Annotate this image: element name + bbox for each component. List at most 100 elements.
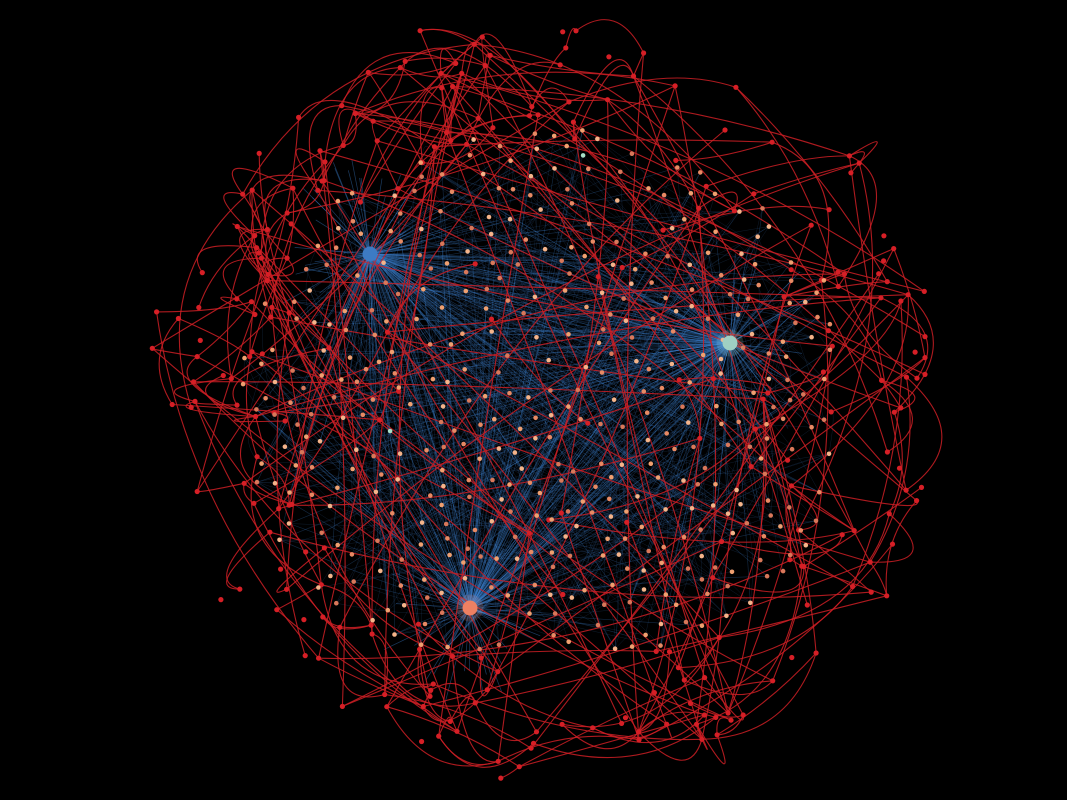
inner-node <box>492 416 497 422</box>
fan-edge <box>469 322 796 609</box>
inner-node <box>428 493 433 498</box>
outer-node <box>447 718 453 725</box>
inner-node <box>712 191 718 197</box>
mesh-edge <box>391 252 709 353</box>
inner-node <box>517 426 523 432</box>
mesh-edge <box>490 233 717 407</box>
ring-edge <box>530 273 880 749</box>
fan-edge <box>444 607 471 703</box>
outer-node <box>528 745 534 751</box>
fan-edge <box>469 554 476 609</box>
fan-edge <box>369 253 677 605</box>
outer-node <box>428 687 434 693</box>
mesh-edge <box>446 344 466 579</box>
ring-edge <box>387 294 909 333</box>
outer-node <box>249 187 255 193</box>
mesh-edge <box>264 303 583 502</box>
outer-node <box>302 653 308 659</box>
ring-edge <box>185 400 256 418</box>
inner-node <box>334 600 339 606</box>
mesh-edge <box>466 271 511 420</box>
outer-node <box>788 483 795 489</box>
mesh-edge <box>377 406 683 542</box>
outer-node <box>841 271 848 277</box>
outer-node <box>828 409 834 415</box>
inner-node <box>724 613 729 619</box>
fan-edge <box>469 231 716 609</box>
fan-edge <box>369 133 536 255</box>
fan-edge <box>446 263 471 609</box>
ring-edge <box>397 188 901 409</box>
ring-edge <box>251 189 720 638</box>
fan-edge <box>469 316 818 609</box>
fan-edge <box>681 342 731 360</box>
fan-edge <box>369 253 452 345</box>
mesh-edge <box>321 262 792 376</box>
fan-edge <box>420 342 731 645</box>
fan-edge <box>469 130 583 609</box>
fan-edge <box>521 342 731 469</box>
outer-node <box>471 41 477 47</box>
ring-edge <box>626 522 703 740</box>
mesh-edge <box>555 579 702 614</box>
inner-node <box>691 444 696 450</box>
inner-node <box>463 269 469 275</box>
ring-edge <box>220 296 256 316</box>
inner-node <box>809 424 814 430</box>
mesh-edge <box>688 422 768 441</box>
fan-edge <box>369 253 666 510</box>
ring-edge <box>321 67 401 182</box>
outer-node <box>884 593 890 599</box>
fan-edge <box>369 253 825 420</box>
inner-node <box>489 329 495 334</box>
inner-node <box>523 237 529 242</box>
ring-edge <box>791 485 818 531</box>
fan-edge <box>302 188 371 255</box>
ring-edge <box>178 317 251 358</box>
ring-edge <box>422 127 494 164</box>
inner-node <box>290 368 295 373</box>
ring-edge <box>716 652 817 736</box>
inner-node <box>826 451 832 457</box>
ring-edge <box>662 205 830 231</box>
inner-node <box>342 308 348 314</box>
inner-node <box>618 169 623 175</box>
inner-node <box>783 354 789 360</box>
mesh-edge <box>442 243 537 339</box>
inner-node <box>610 582 615 588</box>
mesh-edge <box>510 160 722 276</box>
outer-node <box>884 449 891 455</box>
ring-edge <box>222 257 262 315</box>
outer-node <box>533 729 540 735</box>
inner-node <box>566 404 571 409</box>
inner-node <box>304 434 309 440</box>
fan-edge <box>641 342 731 528</box>
mesh-edge <box>391 351 448 399</box>
fan-edge <box>674 342 731 450</box>
outer-node <box>154 309 160 315</box>
inner-node <box>347 355 353 360</box>
fan-edge <box>670 342 731 418</box>
fan-edge <box>446 342 731 525</box>
inner-node <box>430 376 436 382</box>
fan-edge <box>369 253 614 266</box>
inner-node <box>328 573 333 579</box>
ring-edge <box>386 207 700 707</box>
outer-node <box>912 349 918 355</box>
mesh-edge <box>763 301 806 572</box>
inner-node <box>634 358 639 364</box>
inner-node <box>751 390 756 396</box>
inner-node <box>438 209 443 214</box>
ring-edge <box>803 565 887 597</box>
mesh-edge <box>707 252 796 328</box>
mesh-edge <box>442 243 493 481</box>
outer-node <box>256 250 262 256</box>
fan-edge <box>319 253 371 442</box>
fan-edge <box>312 197 371 255</box>
inner-node <box>272 412 277 417</box>
mesh-edge <box>288 508 693 526</box>
ring-edge <box>474 43 907 491</box>
outer-node <box>453 60 459 66</box>
fan-edge <box>441 607 471 647</box>
fan-edge <box>369 253 468 549</box>
